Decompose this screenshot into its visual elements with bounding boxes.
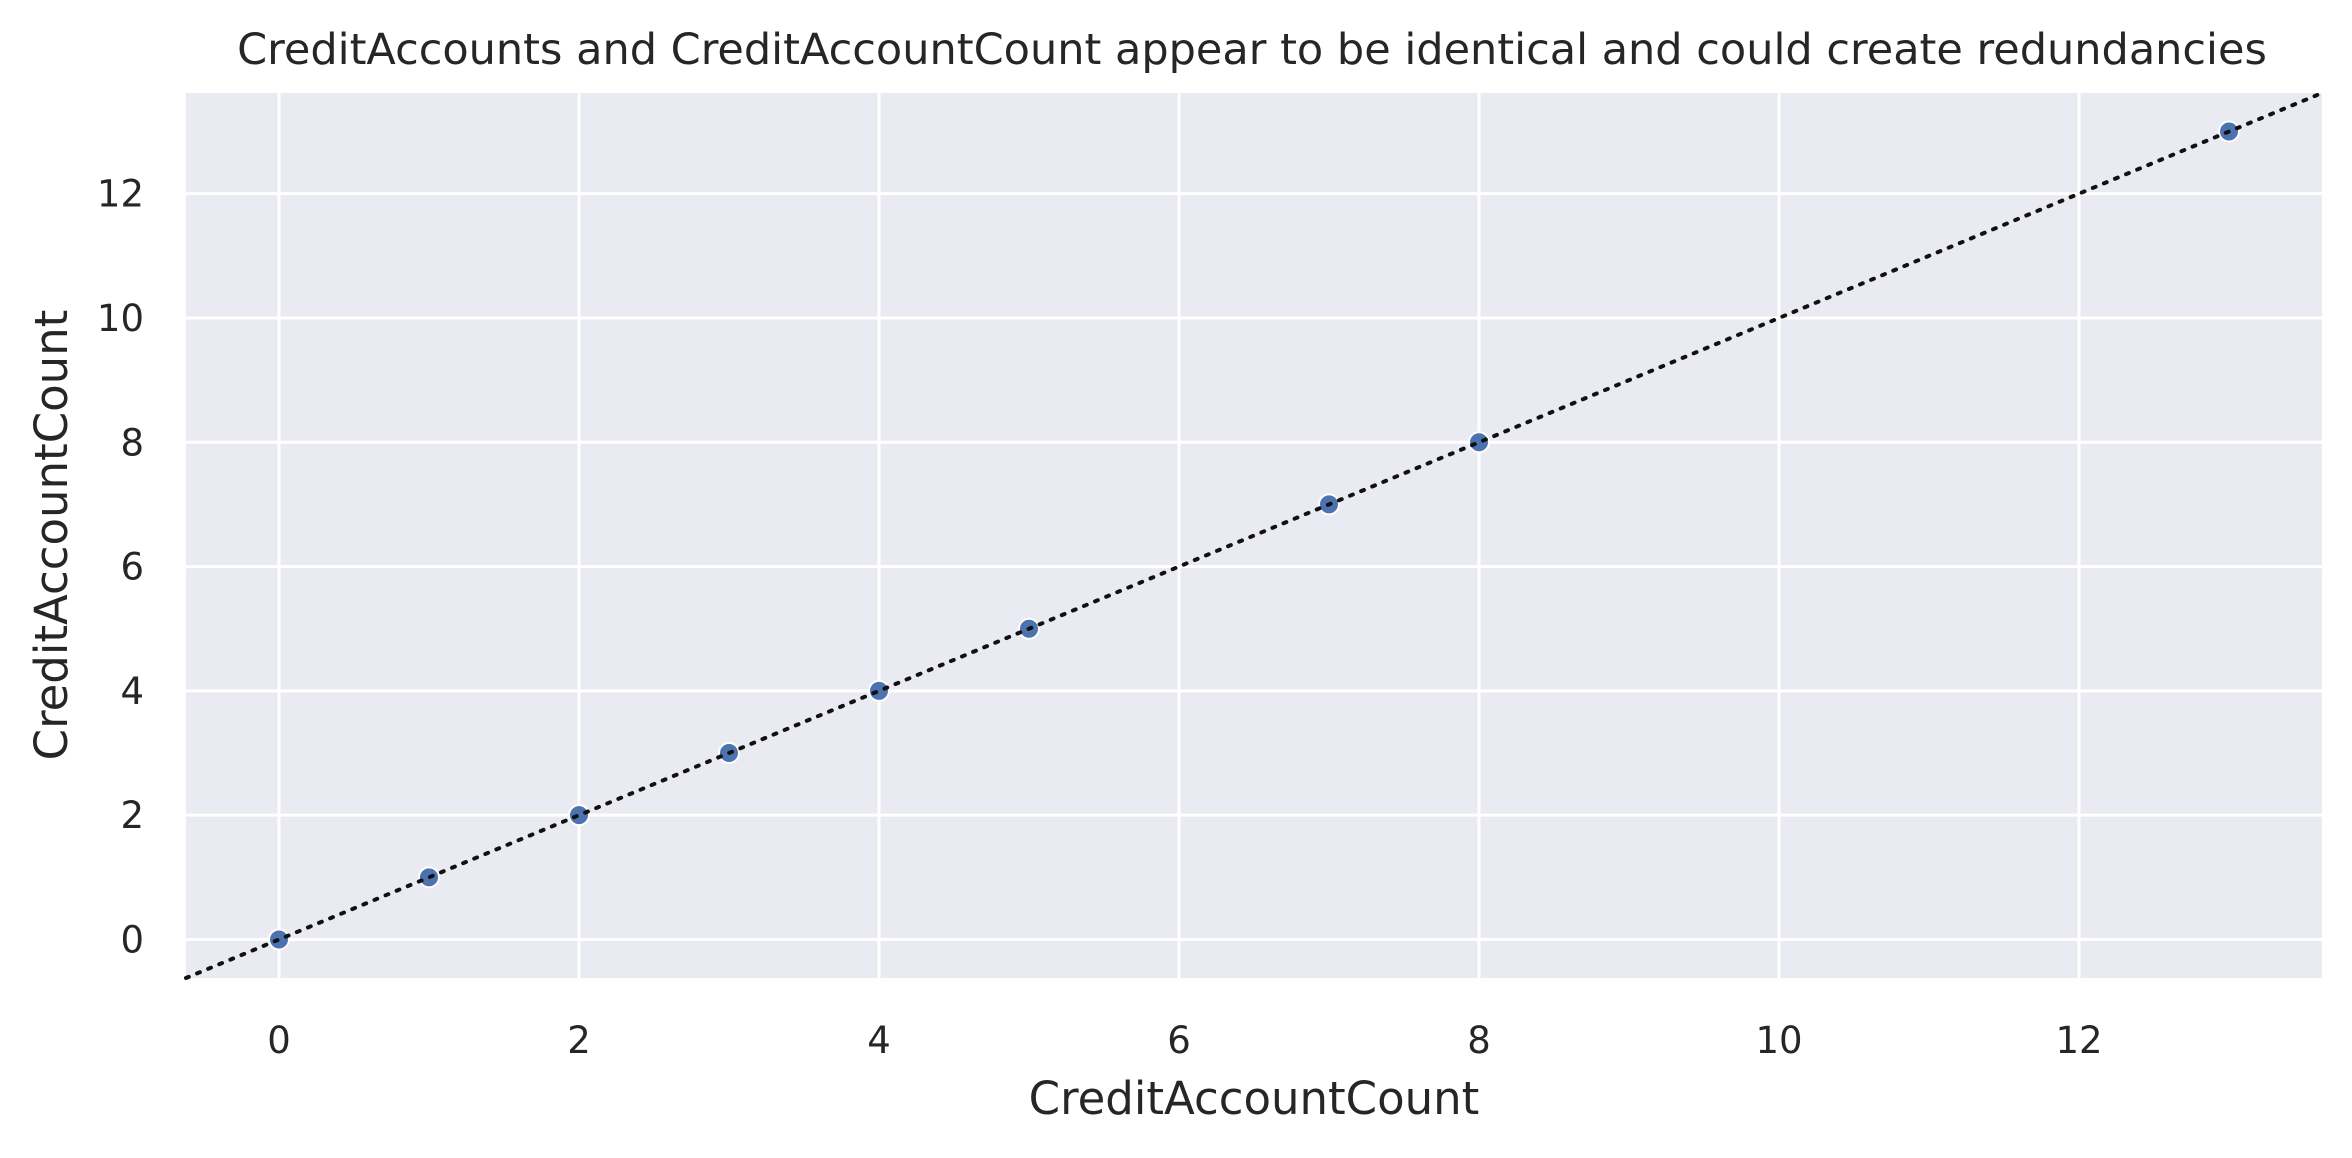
x-tick-label: 8: [1467, 1019, 1491, 1062]
chart-title: CreditAccounts and CreditAccountCount ap…: [237, 25, 2267, 75]
data-point: [568, 804, 590, 827]
x-tick-label: 6: [1167, 1019, 1191, 1062]
x-tick-label: 4: [867, 1019, 891, 1062]
reference-line-group: [184, 91, 2324, 980]
y-tick-label: 12: [97, 173, 144, 216]
y-axis-label: CreditAccountCount: [25, 310, 78, 761]
y-tick-labels: 0 2 4 6 8 10 12: [97, 173, 144, 962]
identity-reference-line: [184, 91, 2324, 980]
x-tick-labels: 0 2 4 6 8 10 12: [267, 1019, 2102, 1062]
y-tick-label: 6: [120, 546, 144, 589]
y-tick-label: 2: [120, 794, 144, 837]
x-tick-label: 2: [567, 1019, 591, 1062]
y-tick-label: 0: [120, 918, 144, 961]
grid-lines: [186, 93, 2322, 978]
x-tick-label: 10: [1755, 1019, 1802, 1062]
data-point: [1468, 431, 1490, 454]
y-tick-label: 10: [97, 297, 144, 340]
x-tick-label: 12: [2055, 1019, 2102, 1062]
x-tick-label: 0: [267, 1019, 291, 1062]
y-tick-label: 4: [120, 670, 144, 713]
y-tick-label: 8: [120, 421, 144, 464]
data-point: [868, 679, 890, 702]
x-axis-label: CreditAccountCount: [1029, 1072, 1480, 1125]
